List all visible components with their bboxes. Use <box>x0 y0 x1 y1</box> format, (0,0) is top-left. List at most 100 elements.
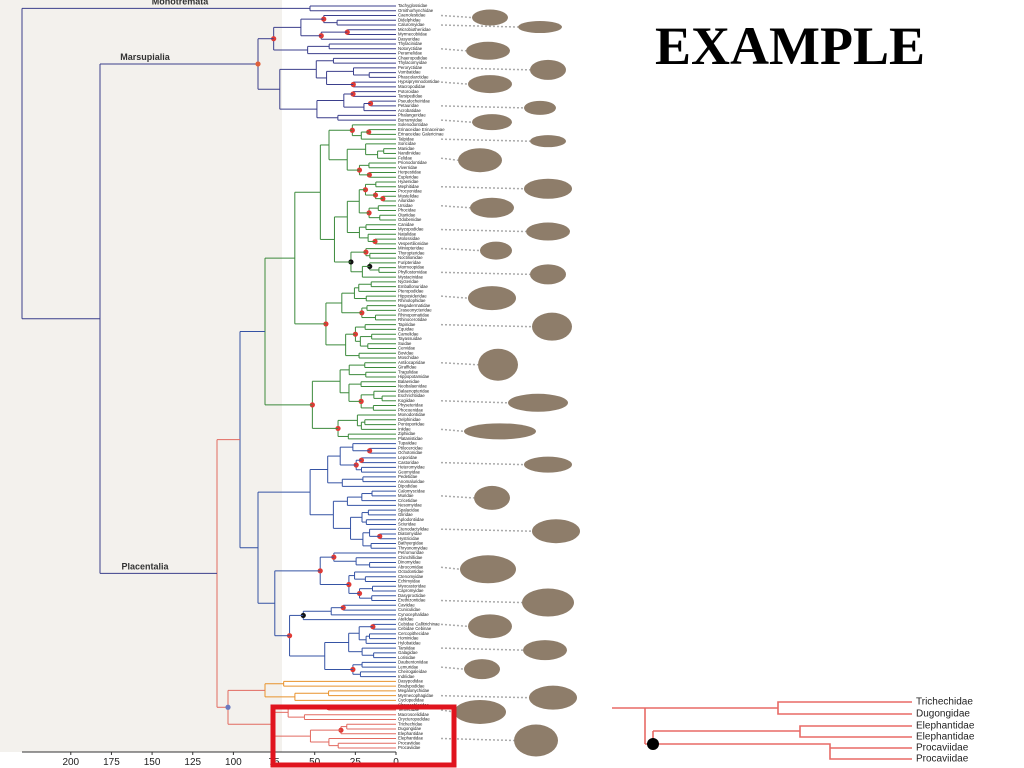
animal <box>464 659 500 680</box>
leader-line <box>440 528 533 532</box>
leader-line <box>440 105 525 109</box>
tip-label: Muridae <box>398 493 414 498</box>
leader-line <box>440 599 523 604</box>
tip-label: Hylobatidae <box>398 640 421 645</box>
tip-label: Tachyglossidae <box>398 3 428 8</box>
node-dot <box>255 61 261 67</box>
tip-label: Cebidae Callitrichinae <box>398 621 440 626</box>
tip-label: Dipodidae <box>398 484 418 489</box>
leader-line <box>440 228 527 233</box>
leader-line <box>440 361 479 366</box>
tip-label: Mystacinidae <box>398 274 424 279</box>
animal <box>472 9 508 26</box>
animal <box>514 724 558 757</box>
tip-label: Procaviidae <box>398 740 421 745</box>
tip-label: Diatomyidae <box>398 531 422 536</box>
animal <box>523 640 567 661</box>
tip-label: Heteromyidae <box>398 465 425 470</box>
leader-line <box>440 185 525 190</box>
leader-line <box>440 323 533 328</box>
tip-label: Indriidae <box>398 674 415 679</box>
tip-label: Hypsiprymnodontidae <box>398 79 440 84</box>
tip-label: Gliridae <box>398 512 413 517</box>
animal-illustrations <box>440 9 580 757</box>
tip-label: Geomyidae <box>398 469 421 474</box>
tip-label: Bovidae <box>398 350 414 355</box>
animal <box>522 588 574 617</box>
tip-label: Rhinocerotidae <box>398 317 428 322</box>
tip-label: Elephantidae <box>398 736 424 741</box>
tip-label: Prionodontidae <box>398 160 428 165</box>
tip-label: Trichechidae <box>398 721 423 726</box>
tip-label: Macropodidae <box>398 84 426 89</box>
tip-label: Ziphiidae <box>398 431 416 436</box>
tip-label: Balaenidae <box>398 379 420 384</box>
highlight-box <box>270 704 457 768</box>
leader-line <box>440 647 524 651</box>
tip-label: Emballonuridae <box>398 284 428 289</box>
animal <box>480 241 512 260</box>
inset-bg <box>612 698 1024 768</box>
leader-line <box>440 157 459 161</box>
tip-label: Acrobatidae <box>398 108 422 113</box>
tip-label: Otariidae <box>398 212 416 217</box>
leader-line <box>440 400 509 404</box>
tip-label: Hystricidae <box>398 536 420 541</box>
animal <box>532 312 572 341</box>
tip-label: Chaeropodidae <box>398 55 428 60</box>
leader-line <box>440 428 465 433</box>
animal <box>524 456 572 473</box>
tip-label: Ursidae <box>398 203 413 208</box>
tip-label: Erethizontidae <box>398 598 426 603</box>
tip-label: Phyllostomidae <box>398 269 428 274</box>
leader-line <box>440 119 473 123</box>
animal <box>458 148 502 173</box>
tip-label: Tarsiidae <box>398 645 416 650</box>
animal <box>454 699 506 724</box>
tip-label: Felidae <box>398 155 413 160</box>
tip-label: Castoridae <box>398 460 419 465</box>
tip-label: Orycteropodidae <box>398 717 430 722</box>
leader-line <box>440 138 531 142</box>
tip-label: Caenolestidae <box>398 13 426 18</box>
tip-label: Caviidae <box>398 602 415 607</box>
tip-label: Abrocomidae <box>398 564 424 569</box>
tip-label: Suidae <box>398 341 412 346</box>
tip-label: Lorisidae <box>398 655 416 660</box>
tip-label: Camelidae <box>398 331 419 336</box>
leader-line <box>440 247 481 252</box>
animal <box>532 519 580 544</box>
tip-label: Aplodontiidae <box>398 517 425 522</box>
tip-label: Giraffidae <box>398 365 417 370</box>
tip-label: Natalidae <box>398 231 417 236</box>
tip-label: Cheirogaleidae <box>398 669 428 674</box>
tip-label: Daubentoniidae <box>398 660 429 665</box>
tip-label: Procyonidae <box>398 189 422 194</box>
tip-label: Hominidae <box>398 636 419 641</box>
animal <box>508 393 568 412</box>
leader-line <box>440 81 469 85</box>
leader-line <box>440 24 519 28</box>
axis-tick-label: 150 <box>144 757 161 768</box>
leader-line <box>440 666 465 670</box>
tip-label: Equidae <box>398 327 414 332</box>
tip-label: Myrmecobiidae <box>398 32 428 37</box>
tip-label: Herpestidae <box>398 170 422 175</box>
axis-tick-label: 200 <box>62 757 79 768</box>
leader-line <box>440 694 530 699</box>
tip-label: Cebidae Cebinae <box>398 626 432 631</box>
tip-label: Furipteridae <box>398 260 422 265</box>
tip-label: Monodontidae <box>398 412 426 417</box>
tip-label: Phalangeridae <box>398 113 426 118</box>
tip-label: Rhinolophidae <box>398 298 426 303</box>
animal <box>466 41 510 60</box>
tip-label: Eupleridae <box>398 174 419 179</box>
leader-line <box>440 271 531 276</box>
tip-label: Vombatidae <box>398 70 421 75</box>
tip-label: Cyclopedidae <box>398 698 425 703</box>
tip-label: Macroscelididae <box>398 712 430 717</box>
inset-label: Elephantidae <box>916 721 975 732</box>
tip-label: Procaviidae <box>398 745 421 750</box>
tip-label: Sciuridae <box>398 522 417 527</box>
